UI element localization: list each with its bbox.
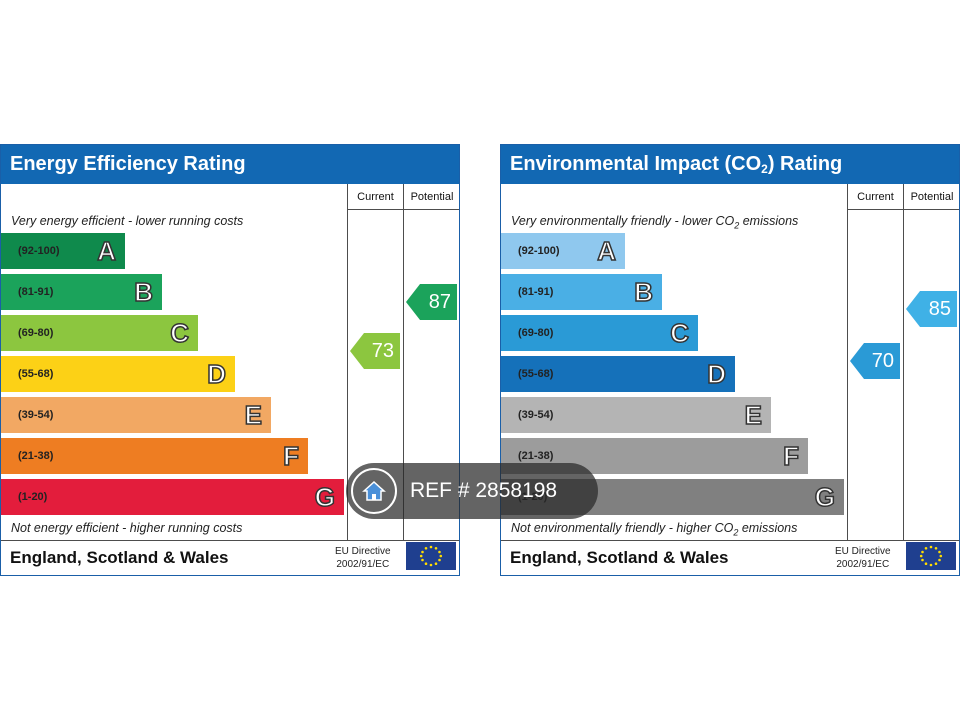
- band-letter: F: [282, 440, 299, 472]
- band-letter: B: [633, 276, 653, 308]
- reference-text: REF # 2858198: [410, 479, 558, 502]
- band-f: (21-38) F: [1, 438, 308, 474]
- current-header: Current: [857, 191, 894, 203]
- band-letter: D: [706, 358, 726, 390]
- bottom-caption: Not environmentally friendly - higher CO…: [511, 521, 798, 538]
- band-b: (81-91) B: [1, 274, 162, 310]
- panel-title: Energy Efficiency Rating: [1, 145, 459, 184]
- top-caption: Very energy efficient - lower running co…: [11, 214, 244, 228]
- band-b: (81-91) B: [501, 274, 662, 310]
- band-letter: E: [244, 399, 263, 431]
- current-header: Current: [357, 191, 394, 203]
- band-range-label: (21-38): [518, 450, 554, 462]
- band-c: (69-80) C: [501, 315, 698, 351]
- band-a: (92-100) A: [501, 233, 625, 269]
- potential-rating-arrow: 87: [406, 284, 457, 320]
- band-e: (39-54) E: [501, 397, 771, 433]
- bottom-caption: Not energy efficient - higher running co…: [11, 521, 243, 535]
- band-range-label: (39-54): [18, 409, 54, 421]
- eu-flag-icon: [906, 542, 956, 570]
- band-c: (69-80) C: [1, 315, 198, 351]
- band-letter: G: [814, 481, 836, 513]
- band-range-label: (69-80): [18, 327, 54, 339]
- band-range-label: (69-80): [518, 327, 554, 339]
- band-g: (1-20) G: [1, 479, 344, 515]
- energy-efficiency-panel: Energy Efficiency Rating Current Potenti…: [0, 144, 460, 576]
- eu-directive: EU Directive 2002/91/EC: [335, 546, 391, 570]
- band-range-label: (81-91): [18, 286, 54, 298]
- band-range-label: (55-68): [518, 368, 554, 380]
- band-letter: F: [782, 440, 799, 472]
- environmental-impact-panel: Environmental Impact (CO2) Rating Curren…: [500, 144, 960, 576]
- band-d: (55-68) D: [1, 356, 235, 392]
- band-range-label: (92-100): [18, 245, 60, 257]
- band-range-label: (81-91): [518, 286, 554, 298]
- potential-header: Potential: [910, 191, 954, 203]
- band-letter: D: [206, 358, 226, 390]
- current-rating-arrow: 73: [350, 333, 400, 369]
- band-range-label: (21-38): [18, 450, 54, 462]
- current-rating-arrow: 70: [850, 343, 900, 379]
- panel-title: Environmental Impact (CO2) Rating: [501, 145, 959, 184]
- band-range-label: (92-100): [518, 245, 560, 257]
- band-letter: C: [669, 317, 689, 349]
- region-label: England, Scotland & Wales: [510, 548, 729, 567]
- band-letter: E: [744, 399, 763, 431]
- reference-watermark: REF # 2858198: [346, 463, 598, 519]
- band-letter: A: [96, 235, 116, 267]
- band-letter: A: [596, 235, 616, 267]
- region-label: England, Scotland & Wales: [10, 548, 229, 567]
- band-a: (92-100) A: [1, 233, 125, 269]
- eu-flag-icon: [406, 542, 456, 570]
- top-caption: Very environmentally friendly - lower CO…: [511, 214, 799, 231]
- band-range-label: (55-68): [18, 368, 54, 380]
- home-icon: [351, 468, 397, 514]
- band-letter: C: [169, 317, 189, 349]
- band-letter: B: [133, 276, 153, 308]
- eu-directive: EU Directive 2002/91/EC: [835, 546, 891, 570]
- band-d: (55-68) D: [501, 356, 735, 392]
- band-range-label: (1-20): [18, 491, 48, 503]
- band-range-label: (39-54): [518, 409, 554, 421]
- potential-header: Potential: [410, 191, 454, 203]
- band-letter: G: [314, 481, 336, 513]
- band-e: (39-54) E: [1, 397, 271, 433]
- potential-rating-arrow: 85: [906, 291, 957, 327]
